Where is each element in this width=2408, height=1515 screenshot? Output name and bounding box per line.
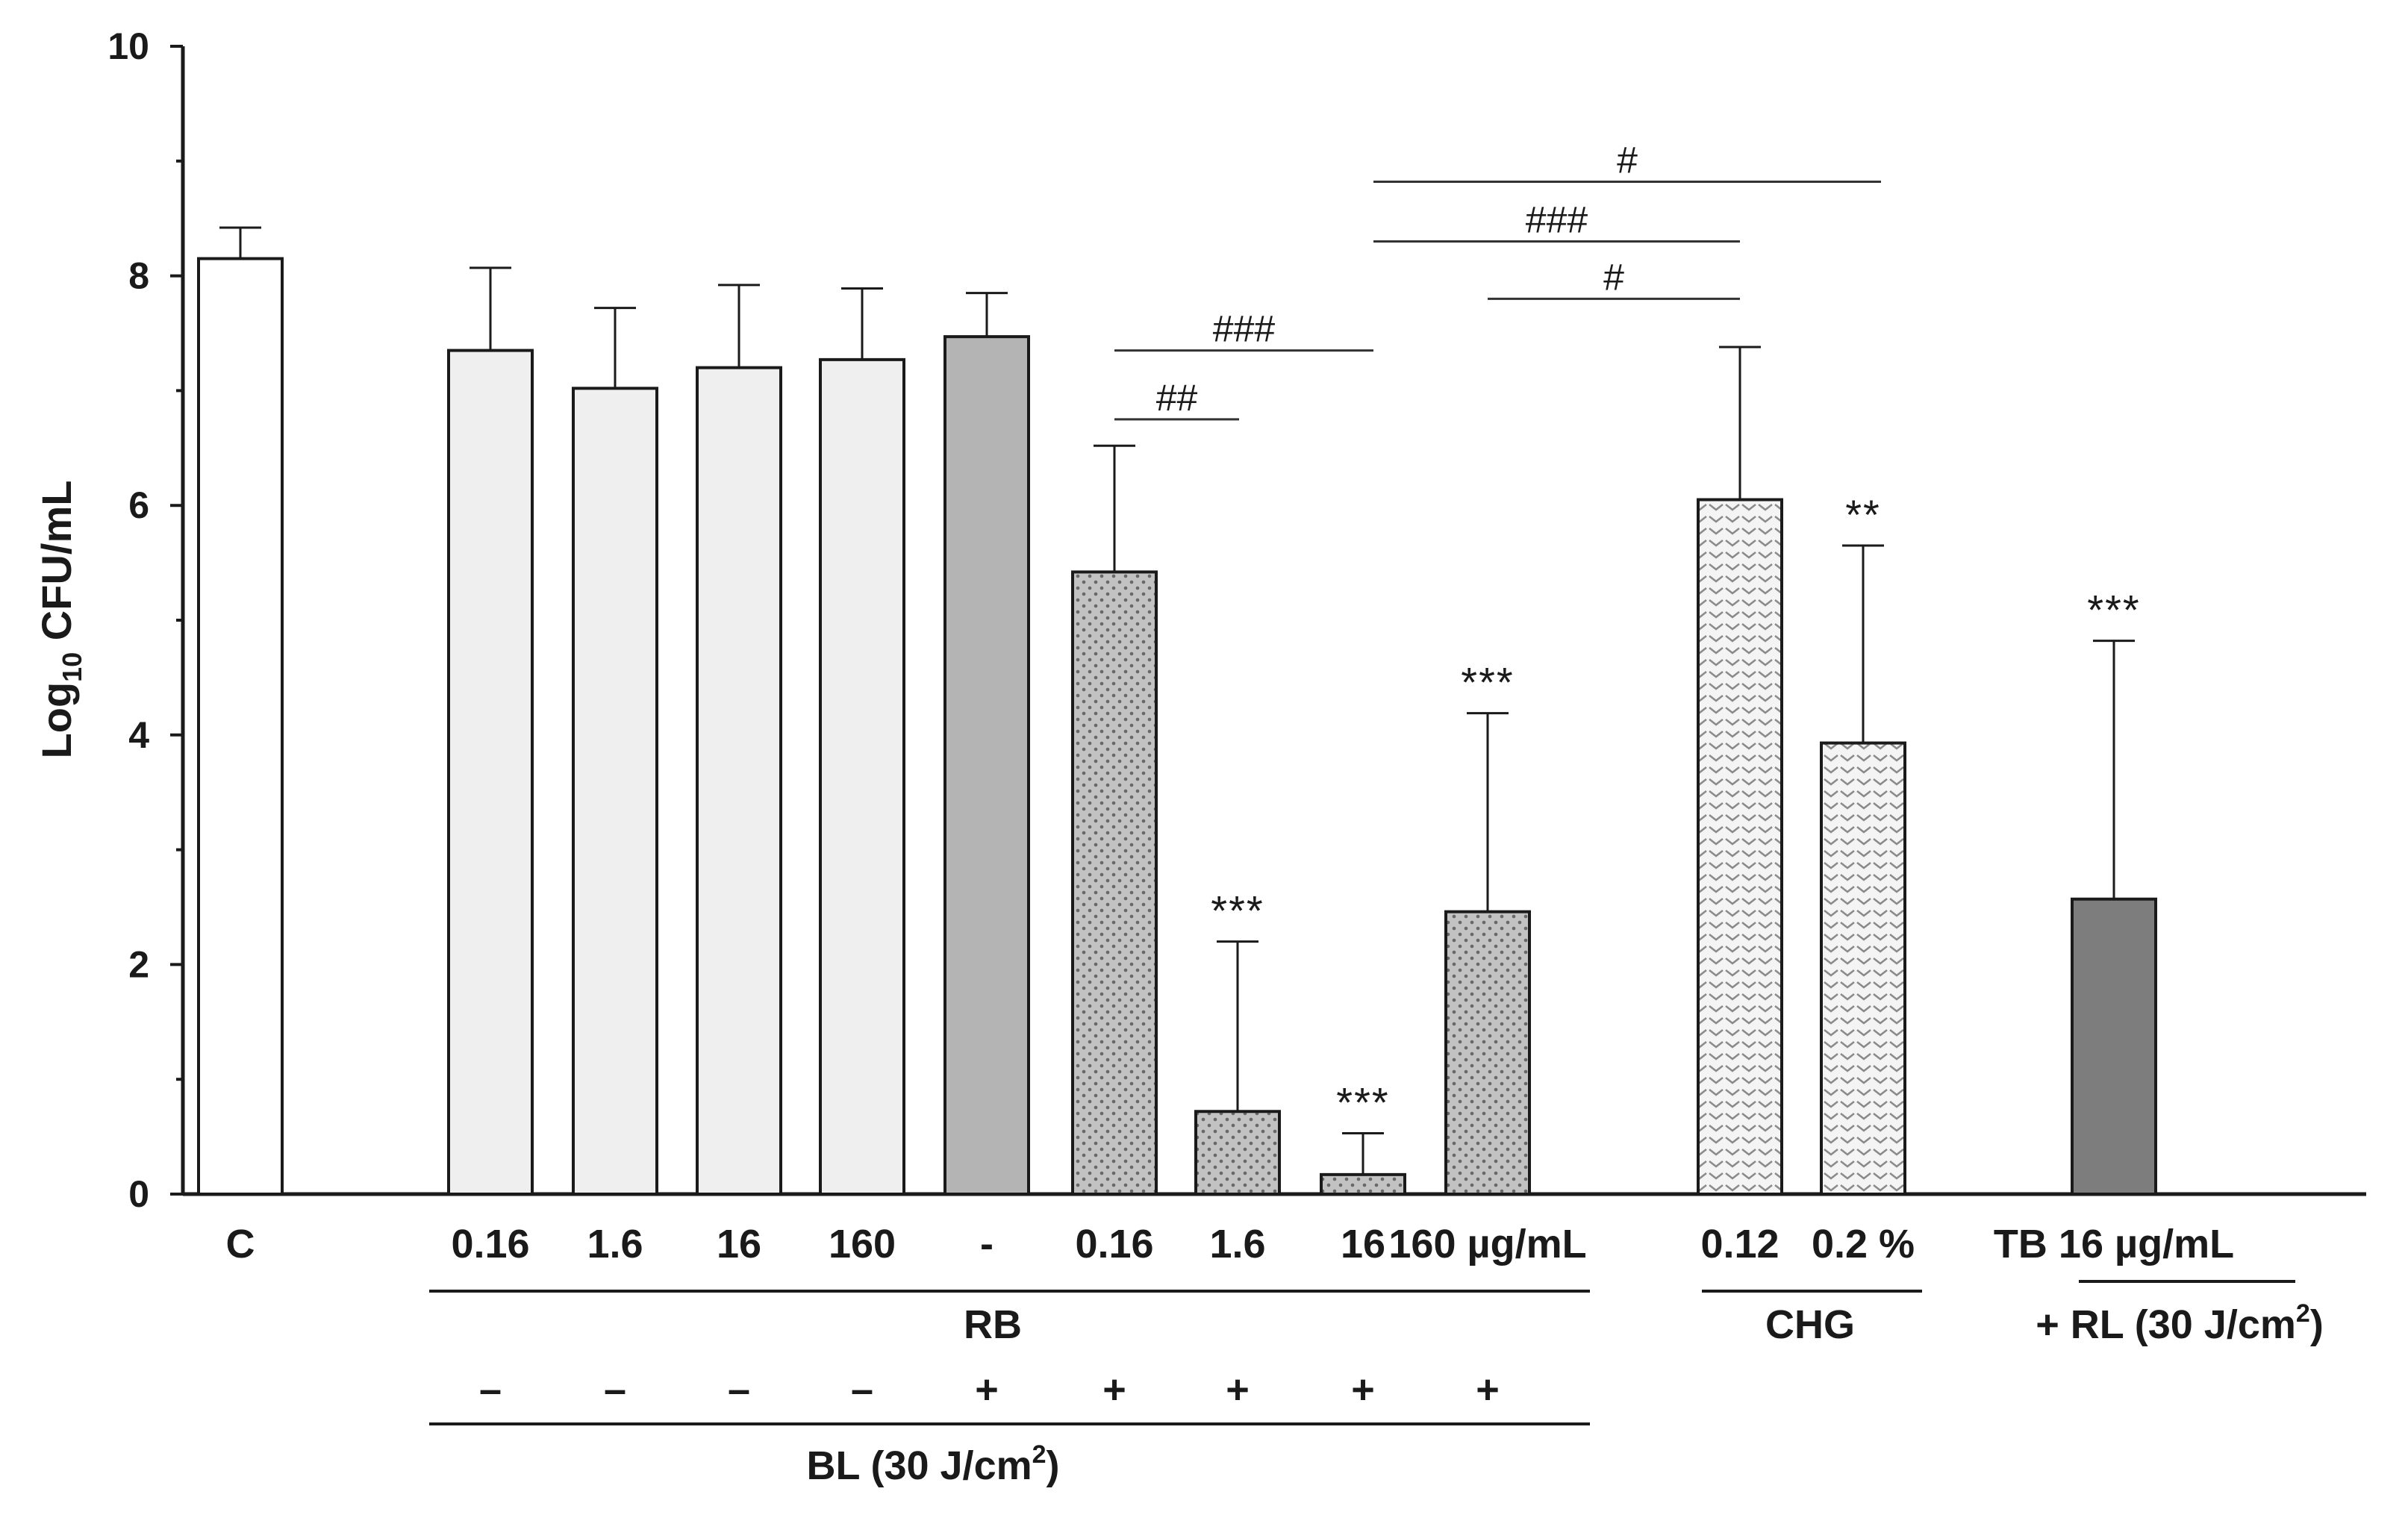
significance-stars: ** [1845,491,1881,538]
category-label: C [226,1222,255,1266]
bar-group: - [943,292,1030,1266]
bl-sign: – [604,1367,626,1412]
comparison-label: # [1603,256,1624,298]
bar [197,257,284,1196]
category-label: TB 16 µg/mL [1994,1222,2234,1266]
bl-sign: – [851,1367,873,1412]
bar [1194,1110,1281,1196]
bar [696,366,782,1196]
y-tick-label: 6 [128,484,149,526]
bar [447,349,534,1196]
y-tick-label: 8 [128,255,149,297]
comparison-label: # [1617,139,1638,181]
bar-group: 16 [696,284,782,1266]
chg-group-label: CHG [1765,1302,1855,1347]
bl-sign: + [975,1367,999,1412]
bar [572,387,658,1196]
y-tick-label: 2 [128,943,149,985]
category-label: 160 [829,1222,896,1266]
category-label: 0.2 % [1812,1222,1915,1266]
comparison-bracket: ### [1114,308,1373,352]
bl-group-label: BL (30 J/cm2) [806,1440,1059,1488]
bl-signs: – – – – + + + + + [479,1367,1500,1412]
bar [2071,897,2157,1196]
y-tick-label: 10 [107,25,149,67]
category-label: 0.16 [1075,1222,1153,1266]
bar [943,335,1030,1196]
bar-group: ** 0.2 % [1812,491,1915,1266]
bar [1320,1172,1406,1196]
bl-sign: + [1476,1367,1500,1412]
bar-group: 0.12 [1697,346,1783,1266]
significance-stars: *** [2087,587,2140,634]
significance-stars: *** [1461,659,1514,706]
bar-group: 1.6 [572,307,658,1266]
comparison-label: ## [1156,377,1198,419]
bar-group: 0.16 [1071,444,1158,1266]
bar-group: *** 1.6 [1194,887,1281,1266]
bl-sign: – [479,1367,502,1412]
group-annotations: RB CHG BL (30 J/cm2) + RL (30 J/cm2) [429,1280,2324,1488]
bar [1820,741,1906,1196]
category-label: - [980,1222,994,1266]
category-label: 0.12 [1700,1222,1779,1266]
comparison-bracket: # [1373,139,1881,183]
y-tick-label: 0 [128,1173,149,1215]
rb-group-label: RB [964,1302,1022,1347]
bar-group: *** 16 [1320,1078,1406,1266]
significance-stars: *** [1211,887,1264,934]
bar-group: C [197,226,284,1266]
bar-group: 160 [819,287,905,1266]
bar [1071,570,1158,1196]
bar [1697,498,1783,1196]
comparison-bracket: # [1488,256,1740,300]
comparison-bracket: ### [1373,199,1740,243]
bar [1444,910,1531,1196]
tb-rl-label: + RL (30 J/cm2) [2036,1299,2324,1347]
bl-sign: + [1102,1367,1126,1412]
category-label: 1.6 [1209,1222,1265,1266]
significance-stars: *** [1336,1078,1389,1125]
bl-sign: + [1226,1367,1250,1412]
y-axis-label: Log10 CFU/mL [33,481,87,759]
bar-group: *** TB 16 µg/mL [1994,587,2234,1266]
y-ticks: 0 2 4 6 8 10 [107,25,183,1215]
bl-sign: – [728,1367,750,1412]
comparison-brackets: ########## [1114,139,1881,421]
bar [819,357,905,1196]
comparison-label: ### [1526,199,1588,240]
bl-sign: + [1351,1367,1375,1412]
bar-group: 0.16 [447,266,534,1266]
bars: C 0.16 1.6 16 160 - 0.16 *** 1.6 *** 16 *** 160 µg/m… [197,226,2234,1266]
comparison-bracket: ## [1114,377,1239,421]
category-label: 16 [1341,1222,1385,1266]
y-tick-label: 4 [128,714,149,756]
category-label: 0.16 [451,1222,529,1266]
category-label: 16 [717,1222,761,1266]
category-label: 160 µg/mL [1388,1222,1586,1266]
category-label: 1.6 [587,1222,643,1266]
comparison-label: ### [1213,308,1276,350]
bar-group: *** 160 µg/mL [1388,659,1586,1266]
